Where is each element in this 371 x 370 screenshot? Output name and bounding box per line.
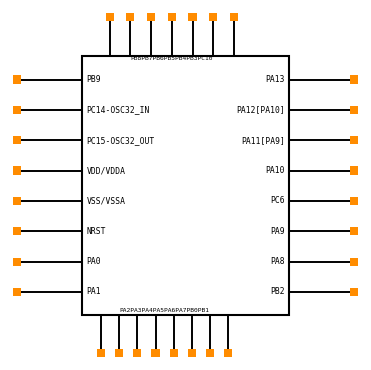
- Bar: [13, 75, 21, 84]
- Bar: [115, 349, 123, 357]
- Bar: [82, 56, 289, 314]
- Bar: [170, 349, 178, 357]
- Bar: [350, 136, 358, 144]
- Text: PC6: PC6: [270, 196, 285, 205]
- Bar: [13, 288, 21, 296]
- Bar: [13, 136, 21, 144]
- Text: PA0: PA0: [86, 257, 101, 266]
- Bar: [126, 13, 134, 21]
- Text: VDD/VDDA: VDD/VDDA: [86, 166, 125, 175]
- Text: NRST: NRST: [86, 227, 106, 236]
- Text: PA11[PA9]: PA11[PA9]: [241, 136, 285, 145]
- Bar: [188, 13, 197, 21]
- Text: PB9: PB9: [86, 75, 101, 84]
- Bar: [13, 197, 21, 205]
- Bar: [13, 258, 21, 266]
- Text: PB8PB7PB6PB5PB4PB3PC10: PB8PB7PB6PB5PB4PB3PC10: [131, 56, 213, 61]
- Text: PC15-OSC32_OUT: PC15-OSC32_OUT: [86, 136, 155, 145]
- Bar: [133, 349, 141, 357]
- Bar: [151, 349, 160, 357]
- Text: PA2PA3PA4PA5PA6PA7PB0PB1: PA2PA3PA4PA5PA6PA7PB0PB1: [119, 308, 210, 313]
- Bar: [188, 349, 196, 357]
- Text: PA12[PA10]: PA12[PA10]: [236, 105, 285, 114]
- Bar: [147, 13, 155, 21]
- Bar: [206, 349, 214, 357]
- Bar: [13, 106, 21, 114]
- Text: PA10: PA10: [265, 166, 285, 175]
- Text: PA13: PA13: [265, 75, 285, 84]
- Text: PA1: PA1: [86, 287, 101, 296]
- Bar: [350, 227, 358, 235]
- Bar: [350, 166, 358, 175]
- Bar: [350, 197, 358, 205]
- Text: PA8: PA8: [270, 257, 285, 266]
- Bar: [168, 13, 176, 21]
- Text: PC14-OSC32_IN: PC14-OSC32_IN: [86, 105, 150, 114]
- Bar: [350, 288, 358, 296]
- Text: PB2: PB2: [270, 287, 285, 296]
- Bar: [230, 13, 238, 21]
- Bar: [106, 13, 114, 21]
- Bar: [350, 75, 358, 84]
- Bar: [97, 349, 105, 357]
- Text: VSS/VSSA: VSS/VSSA: [86, 196, 125, 205]
- Bar: [224, 349, 232, 357]
- Bar: [350, 258, 358, 266]
- Bar: [209, 13, 217, 21]
- Bar: [13, 227, 21, 235]
- Text: PA9: PA9: [270, 227, 285, 236]
- Bar: [350, 106, 358, 114]
- Bar: [13, 166, 21, 175]
